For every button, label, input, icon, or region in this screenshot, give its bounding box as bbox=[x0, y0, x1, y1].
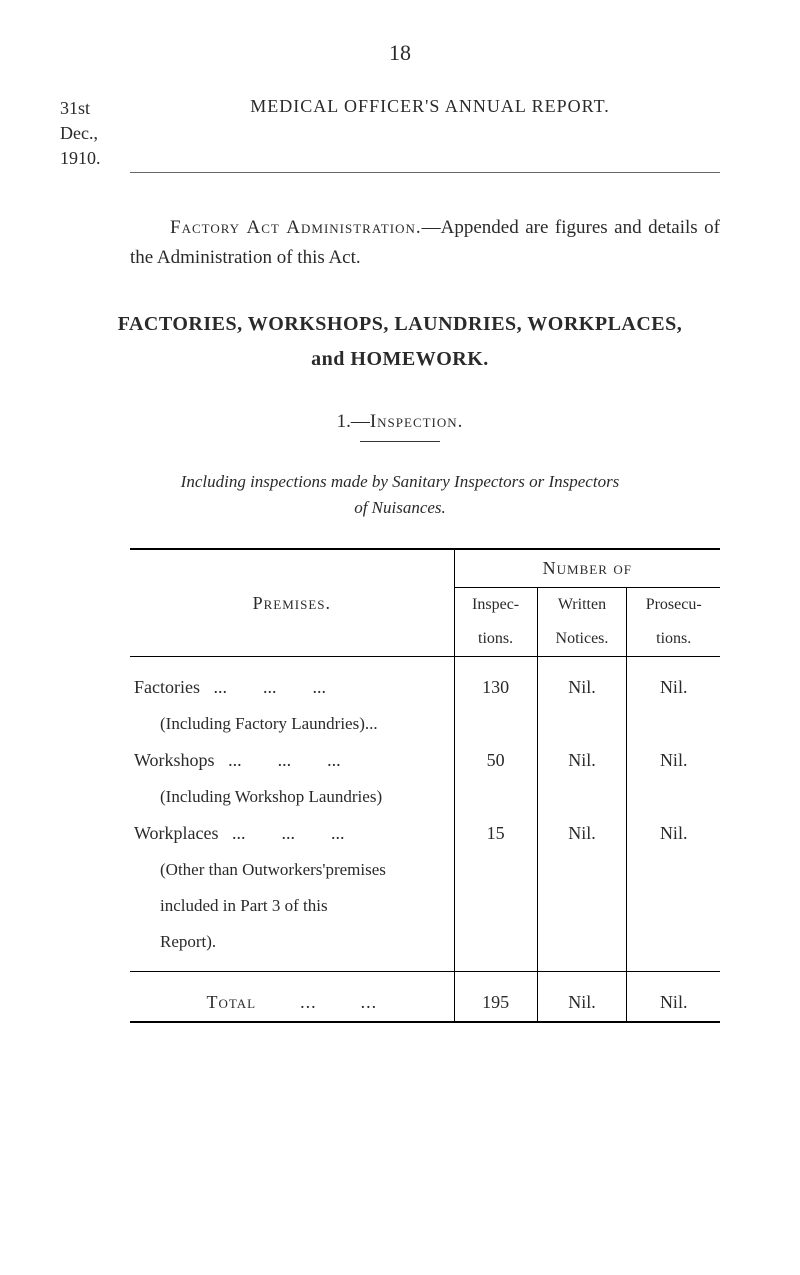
paragraph-lead: Factory Act Administration. bbox=[170, 217, 422, 238]
row1-written: Nil. bbox=[537, 669, 627, 706]
row1-prosecutions: Nil. bbox=[627, 669, 720, 706]
row2-inspections: 50 bbox=[454, 742, 537, 779]
section-subheading: and HOMEWORK. bbox=[60, 348, 740, 371]
table-row: Report). bbox=[130, 924, 720, 960]
date-line3: 1910. bbox=[60, 146, 120, 171]
row3-written: Nil. bbox=[537, 815, 627, 852]
row2-prosecutions: Nil. bbox=[627, 742, 720, 779]
table-row: (Including Factory Laundries)... bbox=[130, 706, 720, 742]
total-label: Total ... ... bbox=[130, 984, 454, 1022]
total-prosecutions: Nil. bbox=[627, 984, 720, 1022]
col-inspections-l1: Inspec- bbox=[454, 588, 537, 623]
total-row: Total ... ... 195 Nil. Nil. bbox=[130, 984, 720, 1022]
inspections-table: Premises. Number of Inspec- Written Pros… bbox=[130, 548, 720, 1023]
subsection-rule bbox=[360, 441, 440, 442]
subsection-title: 1.—Inspection. bbox=[60, 411, 740, 433]
col-prosecutions-l2: tions. bbox=[627, 622, 720, 657]
row3-prosecutions: Nil. bbox=[627, 815, 720, 852]
table-row: included in Part 3 of this bbox=[130, 888, 720, 924]
subsection-number: 1.— bbox=[337, 411, 370, 432]
row1-inspections: 130 bbox=[454, 669, 537, 706]
table-row: Workplaces ... ... ... 15 Nil. Nil. bbox=[130, 815, 720, 852]
report-title: MEDICAL OFFICER'S ANNUAL REPORT. bbox=[120, 96, 740, 117]
table-row: (Including Workshop Laundries) bbox=[130, 779, 720, 815]
row1-sublabel: (Including Factory Laundries)... bbox=[130, 706, 454, 742]
row2-sublabel: (Including Workshop Laundries) bbox=[130, 779, 454, 815]
table-row: Workshops ... ... ... 50 Nil. Nil. bbox=[130, 742, 720, 779]
total-written: Nil. bbox=[537, 984, 627, 1022]
table-wrapper: Premises. Number of Inspec- Written Pros… bbox=[130, 548, 720, 1023]
row2-written: Nil. bbox=[537, 742, 627, 779]
col-written-l1: Written bbox=[537, 588, 627, 623]
date-line2: Dec., bbox=[60, 121, 120, 146]
col-prosecutions-l1: Prosecu- bbox=[627, 588, 720, 623]
col-inspections-l2: tions. bbox=[454, 622, 537, 657]
row3-label: Workplaces ... ... ... bbox=[130, 815, 454, 852]
date-line1: 31st bbox=[60, 96, 120, 121]
number-of-header: Number of bbox=[454, 549, 720, 588]
page-number: 18 bbox=[60, 40, 740, 66]
body-paragraph: Factory Act Administration.—Appended are… bbox=[130, 213, 720, 274]
total-inspections: 195 bbox=[454, 984, 537, 1022]
side-date: 31st Dec., 1910. bbox=[60, 96, 120, 172]
col-written-l2: Notices. bbox=[537, 622, 627, 657]
premises-header: Premises. bbox=[130, 549, 454, 657]
table-row: (Other than Outworkers'premises bbox=[130, 852, 720, 888]
header-row: 31st Dec., 1910. MEDICAL OFFICER'S ANNUA… bbox=[60, 96, 740, 172]
table-row: Factories ... ... ... 130 Nil. Nil. bbox=[130, 669, 720, 706]
row3-inspections: 15 bbox=[454, 815, 537, 852]
row1-label: Factories ... ... ... bbox=[130, 669, 454, 706]
header-divider bbox=[130, 172, 720, 173]
row2-label: Workshops ... ... ... bbox=[130, 742, 454, 779]
row3-sublabel-1: (Other than Outworkers'premises bbox=[130, 852, 454, 888]
subsection-name: Inspection. bbox=[370, 411, 464, 432]
italic-note-line2: of Nuisances. bbox=[60, 498, 740, 518]
row3-sublabel-3: Report). bbox=[130, 924, 454, 960]
section-heading: FACTORIES, WORKSHOPS, LAUNDRIES, WORKPLA… bbox=[60, 313, 740, 336]
italic-note-line1: Including inspections made by Sanitary I… bbox=[60, 472, 740, 492]
row3-sublabel-2: included in Part 3 of this bbox=[130, 888, 454, 924]
